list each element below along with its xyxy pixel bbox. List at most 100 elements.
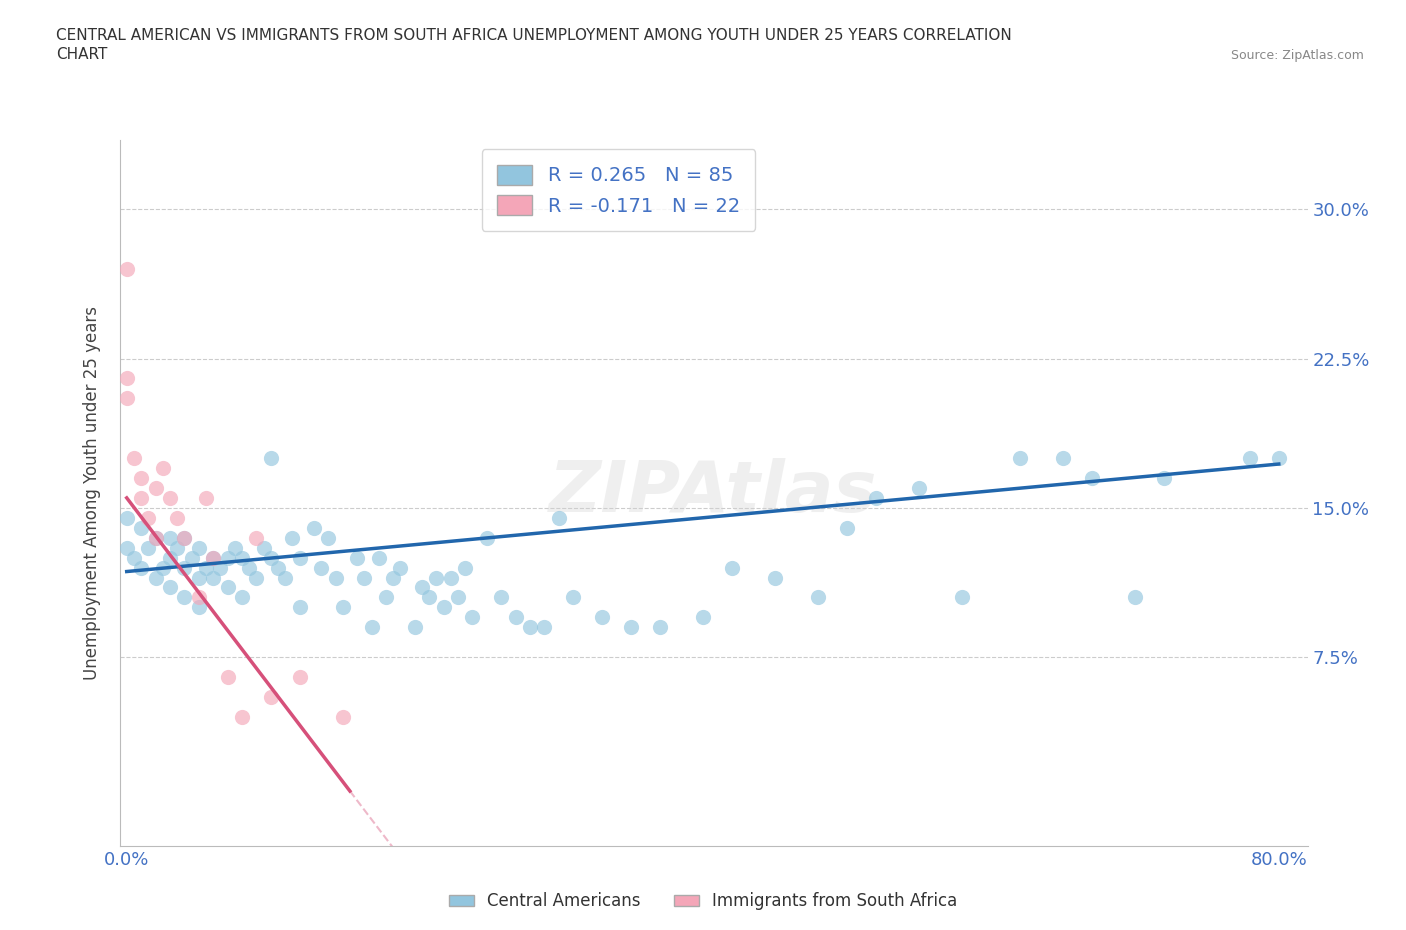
Point xyxy=(267,560,290,575)
Point xyxy=(763,570,786,585)
Point xyxy=(489,590,512,604)
Point xyxy=(260,689,283,704)
Point xyxy=(404,620,426,635)
Point xyxy=(950,590,973,604)
Point xyxy=(145,570,167,585)
Point xyxy=(302,520,325,535)
Point xyxy=(1052,451,1074,466)
Point xyxy=(318,530,340,545)
Point xyxy=(475,530,498,545)
Point xyxy=(129,560,152,575)
Point xyxy=(382,570,405,585)
Point xyxy=(159,551,181,565)
Point xyxy=(1153,471,1175,485)
Point xyxy=(367,551,389,565)
Point xyxy=(209,560,232,575)
Point xyxy=(720,560,742,575)
Point xyxy=(115,261,138,276)
Point xyxy=(129,520,152,535)
Point xyxy=(224,540,246,555)
Point xyxy=(353,570,375,585)
Point xyxy=(187,590,209,604)
Point xyxy=(115,511,138,525)
Text: CHART: CHART xyxy=(56,46,108,61)
Point xyxy=(115,391,138,405)
Point xyxy=(145,481,167,496)
Point xyxy=(217,670,239,684)
Y-axis label: Unemployment Among Youth under 25 years: Unemployment Among Youth under 25 years xyxy=(83,306,101,680)
Point xyxy=(187,600,209,615)
Point xyxy=(1239,451,1261,466)
Point xyxy=(309,560,332,575)
Point xyxy=(274,570,297,585)
Point xyxy=(389,560,412,575)
Point xyxy=(1008,451,1031,466)
Point xyxy=(461,610,484,625)
Point xyxy=(288,600,311,615)
Point xyxy=(260,551,283,565)
Point xyxy=(152,560,174,575)
Point xyxy=(447,590,470,604)
Point xyxy=(454,560,477,575)
Point xyxy=(547,511,569,525)
Point xyxy=(533,620,555,635)
Point xyxy=(173,530,195,545)
Point xyxy=(245,530,267,545)
Point xyxy=(115,371,138,386)
Point xyxy=(332,600,354,615)
Point xyxy=(281,530,304,545)
Point xyxy=(202,570,225,585)
Point xyxy=(129,471,152,485)
Point xyxy=(1268,451,1291,466)
Point xyxy=(325,570,347,585)
Point xyxy=(136,511,159,525)
Point xyxy=(374,590,396,604)
Point xyxy=(288,551,311,565)
Point xyxy=(288,670,311,684)
Point xyxy=(145,530,167,545)
Legend: R = 0.265   N = 85, R = -0.171   N = 22: R = 0.265 N = 85, R = -0.171 N = 22 xyxy=(481,149,755,232)
Point xyxy=(519,620,541,635)
Point xyxy=(187,540,209,555)
Point xyxy=(432,600,454,615)
Point xyxy=(129,490,152,505)
Point xyxy=(187,570,209,585)
Point xyxy=(166,540,188,555)
Point xyxy=(159,530,181,545)
Point xyxy=(194,560,217,575)
Point xyxy=(418,590,440,604)
Point xyxy=(136,540,159,555)
Text: Source: ZipAtlas.com: Source: ZipAtlas.com xyxy=(1230,48,1364,61)
Point xyxy=(180,551,202,565)
Point xyxy=(360,620,382,635)
Point xyxy=(173,590,195,604)
Point xyxy=(231,590,253,604)
Point xyxy=(692,610,714,625)
Point xyxy=(505,610,527,625)
Point xyxy=(411,580,433,595)
Point xyxy=(173,530,195,545)
Point xyxy=(202,551,225,565)
Point xyxy=(159,490,181,505)
Point xyxy=(202,551,225,565)
Point xyxy=(194,490,217,505)
Point xyxy=(332,710,354,724)
Point xyxy=(166,511,188,525)
Point xyxy=(591,610,613,625)
Point xyxy=(122,451,145,466)
Point xyxy=(252,540,274,555)
Point xyxy=(1123,590,1146,604)
Point xyxy=(115,540,138,555)
Point xyxy=(807,590,830,604)
Point xyxy=(620,620,643,635)
Point xyxy=(217,551,239,565)
Point xyxy=(159,580,181,595)
Point xyxy=(346,551,368,565)
Point xyxy=(1080,471,1102,485)
Point xyxy=(425,570,447,585)
Legend: Central Americans, Immigrants from South Africa: Central Americans, Immigrants from South… xyxy=(441,885,965,917)
Point xyxy=(173,560,195,575)
Text: CENTRAL AMERICAN VS IMMIGRANTS FROM SOUTH AFRICA UNEMPLOYMENT AMONG YOUTH UNDER : CENTRAL AMERICAN VS IMMIGRANTS FROM SOUT… xyxy=(56,28,1012,43)
Point xyxy=(231,710,253,724)
Point xyxy=(238,560,260,575)
